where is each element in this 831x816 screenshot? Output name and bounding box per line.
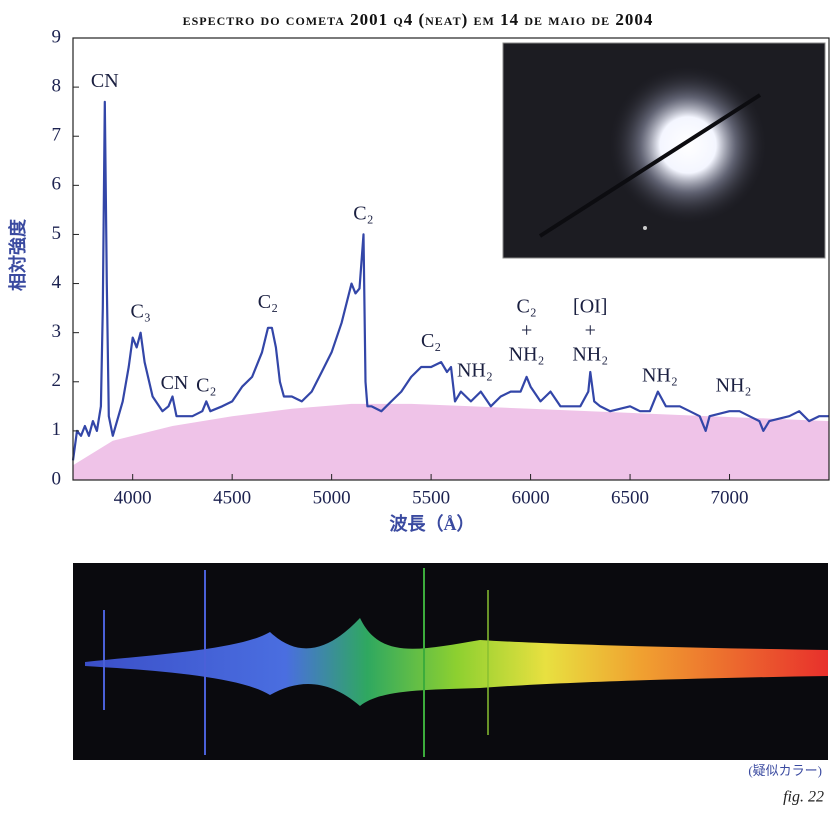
figure-label: fig. 22 xyxy=(783,789,824,806)
annotation: CN xyxy=(91,70,119,92)
y-tick-label: 5 xyxy=(52,223,62,244)
annotation: + xyxy=(521,320,532,342)
spectrum-line xyxy=(71,100,829,461)
comet-glow xyxy=(608,65,768,225)
x-tick-label: 5000 xyxy=(313,487,351,508)
comet-photo xyxy=(502,42,826,259)
y-tick-label: 4 xyxy=(52,272,62,293)
annotation: C₂ xyxy=(353,202,373,224)
spectrum-strip xyxy=(73,563,828,760)
annotation: C₂ xyxy=(516,296,536,318)
x-tick-label: 4500 xyxy=(213,487,251,508)
chart-title: espectro do cometa 2001 q4 (neat) em 14 … xyxy=(183,10,654,29)
y-tick-label: 8 xyxy=(52,75,62,96)
x-tick-label: 6000 xyxy=(512,487,550,508)
plot-frame xyxy=(72,37,830,481)
annotation: + xyxy=(585,320,596,342)
y-tick-label: 2 xyxy=(52,370,62,391)
annotation: C₃ xyxy=(130,301,150,323)
plot-area: 0 1 2 3 4 5 6 7 8 9 4000 4500 5000 5500 6000 6500 7000 CN… xyxy=(52,26,830,508)
continuum-area xyxy=(73,403,829,480)
annotation: [OI] xyxy=(573,296,607,318)
annotation: NH₂ xyxy=(457,360,493,382)
annotation: NH₂ xyxy=(509,344,545,366)
annotation: C₂ xyxy=(258,291,278,313)
x-axis-label: 波長（Å） xyxy=(390,513,475,534)
y-tick-label: 3 xyxy=(52,321,62,342)
y-tick-label: 7 xyxy=(52,125,62,146)
y-tick-label: 0 xyxy=(52,468,62,489)
x-tick-label: 4000 xyxy=(114,487,152,508)
annotation: NH₂ xyxy=(572,344,608,366)
photo-star xyxy=(643,226,647,230)
y-tick-label: 6 xyxy=(52,174,62,195)
annotation: C₂ xyxy=(196,374,216,396)
annotation: NH₂ xyxy=(716,374,752,396)
x-tick-label: 5500 xyxy=(412,487,450,508)
annotation: C₂ xyxy=(421,330,441,352)
caption: (疑似カラー) xyxy=(748,763,822,778)
x-tick-label: 7000 xyxy=(711,487,749,508)
y-tick-label: 9 xyxy=(52,26,62,47)
strip-band xyxy=(85,618,828,706)
y-axis-label: 相対強度 xyxy=(7,218,28,291)
y-tick-label: 1 xyxy=(52,419,62,440)
photo-streak xyxy=(538,93,762,238)
annotation: NH₂ xyxy=(642,364,678,386)
x-tick-label: 6500 xyxy=(611,487,649,508)
annotation: CN xyxy=(161,372,189,394)
